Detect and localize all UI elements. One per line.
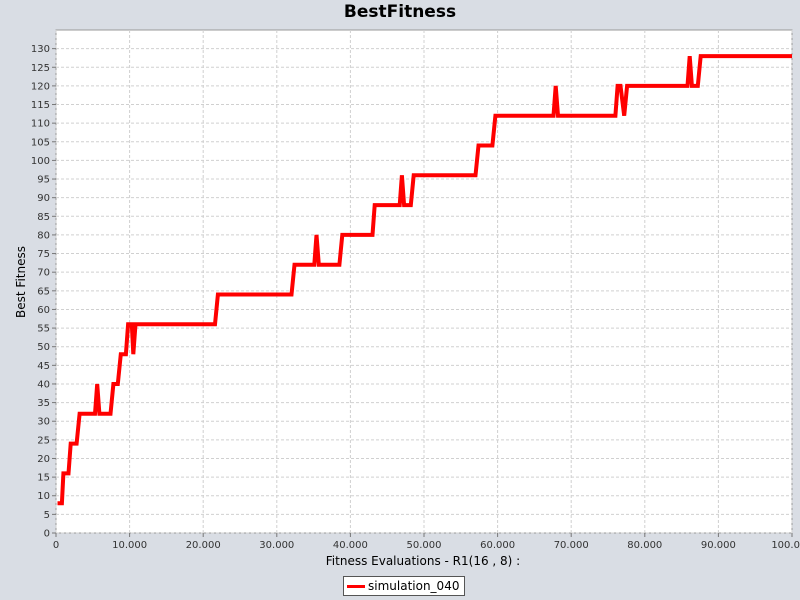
y-tick-label: 130 xyxy=(31,44,50,55)
x-tick-label: 30.000 xyxy=(259,540,294,551)
y-tick-label: 55 xyxy=(37,324,50,335)
y-tick-label: 10 xyxy=(37,491,50,502)
x-axis: 0 10.000 20.000 30.000 40.000 50.000 60.000 70.… xyxy=(53,533,800,551)
y-axis: 0 5 10 15 20 25 30 35 40 45 50 55 60 65 70 75 80 85 90 95 10… xyxy=(31,44,56,540)
y-tick-label: 35 xyxy=(37,398,50,409)
y-tick-label: 15 xyxy=(37,473,50,484)
y-tick-label: 125 xyxy=(31,63,50,74)
y-tick-label: 115 xyxy=(31,100,50,111)
y-tick-label: 0 xyxy=(44,529,50,540)
x-tick-label: 20.000 xyxy=(186,540,221,551)
y-tick-label: 30 xyxy=(37,417,50,428)
y-tick-label: 60 xyxy=(37,305,50,316)
chart-title: BestFitness xyxy=(343,2,457,22)
series-line-simulation-040 xyxy=(57,54,792,506)
y-tick-label: 65 xyxy=(37,286,50,297)
y-tick-label: 120 xyxy=(31,81,50,92)
y-tick-label: 25 xyxy=(37,435,50,446)
legend-swatch xyxy=(347,584,365,588)
x-tick-label: 70.000 xyxy=(554,540,589,551)
y-tick-label: 90 xyxy=(37,193,50,204)
y-tick-label: 75 xyxy=(37,249,50,260)
y-tick-label: 70 xyxy=(37,268,50,279)
x-axis-label: Fitness Evaluations - R1(16 , 8) : xyxy=(326,554,520,568)
legend: simulation_040 xyxy=(343,576,466,596)
y-tick-label: 105 xyxy=(31,137,50,148)
grid-lines xyxy=(55,30,793,534)
x-tick-label: 100.000 xyxy=(771,540,800,551)
x-tick-label: 50.000 xyxy=(407,540,442,551)
x-tick-label: 10.000 xyxy=(112,540,147,551)
x-tick-label: 80.000 xyxy=(627,540,662,551)
y-tick-label: 95 xyxy=(37,175,50,186)
y-tick-label: 80 xyxy=(37,230,50,241)
y-tick-label: 45 xyxy=(37,361,50,372)
y-tick-label: 110 xyxy=(31,119,50,130)
legend-label: simulation_040 xyxy=(368,579,460,593)
y-tick-label: 5 xyxy=(44,510,50,521)
x-tick-label: 90.000 xyxy=(701,540,736,551)
x-tick-label: 0 xyxy=(53,540,59,551)
y-tick-label: 40 xyxy=(37,379,50,390)
y-tick-label: 20 xyxy=(37,454,50,465)
y-tick-label: 50 xyxy=(37,342,50,353)
y-tick-label: 100 xyxy=(31,156,50,167)
y-axis-label: Best Fitness xyxy=(14,246,28,318)
x-tick-label: 40.000 xyxy=(333,540,368,551)
x-tick-label: 60.000 xyxy=(480,540,515,551)
y-tick-label: 85 xyxy=(37,212,50,223)
